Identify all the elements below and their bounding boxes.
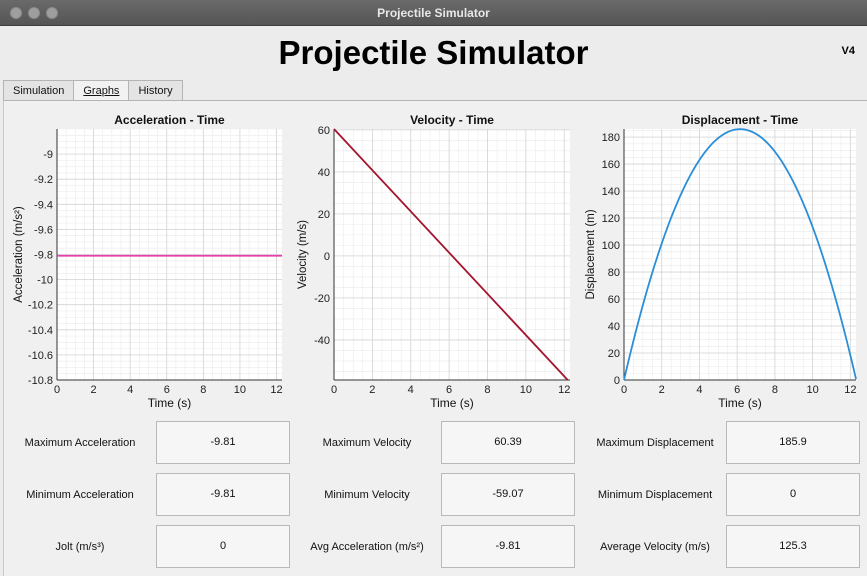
y-tick-label: -40	[314, 335, 330, 347]
tab-graphs[interactable]: Graphs	[73, 80, 130, 101]
series-line	[623, 128, 857, 381]
max-displacement-field: 185.9	[726, 421, 860, 464]
y-tick-label: 100	[602, 240, 620, 252]
y-tick-label: -10.2	[28, 300, 53, 312]
x-tick-label: 4	[127, 384, 133, 396]
y-tick-label: 0	[614, 375, 620, 387]
chart-title: Velocity - Time	[410, 113, 494, 127]
zoom-window-button[interactable]	[46, 7, 58, 19]
y-tick-label: -20	[314, 293, 330, 305]
y-tick-label: 20	[608, 348, 620, 360]
x-axis-label: Time (s)	[148, 396, 192, 410]
max-velocity-label: Maximum Velocity	[322, 437, 412, 449]
tab-simulation[interactable]: Simulation	[3, 80, 75, 101]
y-tick-label: -9.2	[34, 174, 53, 186]
title-bar: Projectile Simulator	[0, 0, 867, 26]
y-tick-label: 140	[602, 186, 620, 198]
y-tick-label: 180	[602, 132, 620, 144]
x-tick-label: 8	[200, 384, 206, 396]
app-title: Projectile Simulator	[278, 34, 589, 71]
x-tick-label: 12	[270, 384, 282, 396]
x-tick-label: 2	[369, 384, 375, 396]
window-title: Projectile Simulator	[377, 6, 490, 20]
average-velocity-label: Average Velocity (m/s)	[600, 541, 710, 553]
tab-bar: Simulation Graphs History	[3, 80, 183, 101]
x-tick-label: 10	[520, 384, 532, 396]
displacement-time-chart: 0 2 4 6 8 10 12020406080100120140160180Displac…	[585, 113, 857, 410]
x-tick-label: 6	[164, 384, 170, 396]
y-tick-label: 40	[318, 167, 330, 179]
x-tick-label: 10	[234, 384, 246, 396]
x-axis-label: Time (s)	[718, 396, 762, 410]
velocity-time-chart: 0 2 4 6 8 10 12 60 40 20 0 -20 -40 Velocity - Time Tim…	[297, 113, 570, 410]
y-tick-label: -10.6	[28, 350, 53, 362]
y-tick-label: -10.4	[28, 325, 53, 337]
y-tick-label: 60	[318, 125, 330, 137]
acceleration-time-chart: 0 2 4 6 8 10 12 -9 -9.2 -9.4 -9.6 -9.8 -10 -10.2 -10.4…	[13, 113, 283, 410]
x-tick-label: 2	[91, 384, 97, 396]
x-tick-label: 2	[659, 384, 665, 396]
x-tick-label: 0	[54, 384, 60, 396]
graphs-panel: 0 2 4 6 8 10 12 -9 -9.2 -9.4 -9.6 -9.8 -10 -10.2 -10.4…	[3, 100, 867, 576]
chart-title: Acceleration - Time	[114, 113, 225, 127]
y-tick-label: 80	[608, 267, 620, 279]
max-displacement-label: Maximum Displacement	[596, 437, 714, 449]
x-tick-label: 6	[446, 384, 452, 396]
y-tick-label: 0	[324, 251, 330, 263]
min-displacement-label: Minimum Displacement	[597, 489, 713, 501]
min-velocity-label: Minimum Velocity	[324, 489, 410, 501]
close-window-button[interactable]	[10, 7, 22, 19]
chart-title: Displacement - Time	[682, 113, 799, 127]
max-acceleration-field: -9.81	[156, 421, 290, 464]
series-line	[333, 128, 569, 381]
y-tick-label: -10.8	[28, 375, 53, 387]
x-tick-label: 8	[484, 384, 490, 396]
x-tick-label: 12	[558, 384, 570, 396]
min-acceleration-label: Minimum Acceleration	[26, 489, 134, 501]
avg-acceleration-label: Avg Acceleration (m/s²)	[310, 541, 424, 553]
x-tick-label: 4	[408, 384, 414, 396]
y-tick-label: -9.8	[34, 250, 53, 262]
tab-history[interactable]: History	[128, 80, 183, 101]
x-tick-label: 0	[331, 384, 337, 396]
y-tick-label: -9.6	[34, 224, 53, 236]
x-tick-label: 6	[734, 384, 740, 396]
max-velocity-field: 60.39	[441, 421, 575, 464]
x-tick-label: 12	[844, 384, 856, 396]
y-axis-label: Acceleration (m/s²)	[13, 206, 25, 303]
y-tick-label: 120	[602, 213, 620, 225]
y-tick-label: 160	[602, 159, 620, 171]
y-tick-label: -9	[43, 149, 53, 161]
x-axis-label: Time (s)	[430, 396, 474, 410]
y-axis-label: Velocity (m/s)	[297, 220, 309, 289]
jolt-field: 0	[156, 525, 290, 568]
y-axis-label: Displacement (m)	[585, 209, 597, 299]
min-displacement-field: 0	[726, 473, 860, 516]
x-tick-label: 0	[621, 384, 627, 396]
max-acceleration-label: Maximum Acceleration	[24, 437, 136, 449]
y-tick-label: 60	[608, 294, 620, 306]
version-label: V4	[841, 45, 855, 57]
x-tick-label: 8	[772, 384, 778, 396]
y-tick-label: -9.4	[34, 199, 53, 211]
jolt-label: Jolt (m/s³)	[55, 541, 105, 553]
min-velocity-field: -59.07	[441, 473, 575, 516]
minimize-window-button[interactable]	[28, 7, 40, 19]
x-tick-label: 10	[806, 384, 818, 396]
avg-acceleration-field: -9.81	[441, 525, 575, 568]
y-tick-label: 20	[318, 209, 330, 221]
y-tick-label: 40	[608, 321, 620, 333]
y-tick-label: -10	[37, 275, 53, 287]
min-acceleration-field: -9.81	[156, 473, 290, 516]
average-velocity-field: 125.3	[726, 525, 860, 568]
x-tick-label: 4	[696, 384, 702, 396]
